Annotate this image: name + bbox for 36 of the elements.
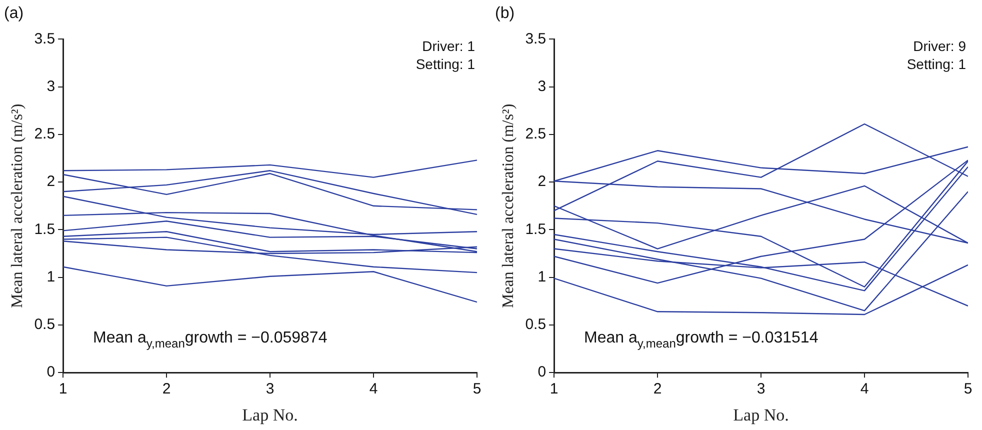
y-tick-label: 1.5	[34, 220, 56, 238]
x-axis-title: Lap No.	[733, 405, 789, 424]
x-tick-label: 5	[472, 380, 482, 398]
y-axis-title: Mean lateral acceleration (m/s²)	[8, 104, 26, 308]
annotation: Driver: 1	[422, 38, 476, 54]
x-tick-label: 4	[860, 380, 869, 398]
y-tick-label: 1	[46, 268, 56, 286]
x-tick-label: 3	[266, 380, 274, 398]
y-tick-label: 2.5	[34, 126, 56, 143]
x-tick-label: 2	[653, 380, 662, 398]
y-tick-label: 3	[538, 78, 546, 95]
y-tick-label: 0	[538, 364, 546, 381]
x-tick-label: 1	[550, 380, 558, 398]
y-tick-label: 1	[538, 268, 546, 286]
chart-title: (a)	[4, 5, 24, 22]
x-tick-label: 4	[369, 380, 378, 398]
y-tick-label: 0	[46, 364, 56, 381]
x-tick-label: 3	[756, 380, 766, 398]
y-tick-label: 3.5	[525, 30, 546, 48]
y-tick-label: 0.5	[525, 316, 546, 334]
x-tick-label: 1	[58, 380, 68, 398]
y-tick-label: 0.5	[34, 316, 56, 334]
y-tick-label: 2	[46, 173, 56, 190]
y-tick-label: 3	[46, 78, 56, 95]
annotation: Setting: 1	[906, 56, 966, 72]
y-tick-label: 2	[538, 173, 546, 190]
chart-title: (b)	[495, 5, 515, 22]
annotation: Setting: 1	[416, 56, 476, 72]
x-axis-title: Lap No.	[242, 405, 298, 424]
x-tick-label: 5	[964, 380, 972, 398]
y-tick-label: 3.5	[34, 30, 56, 48]
annotation: Driver: 9	[913, 38, 966, 54]
y-tick-label: 1.5	[525, 220, 546, 238]
x-tick-label: 2	[162, 380, 171, 398]
y-tick-label: 2.5	[525, 126, 546, 143]
y-axis-title: Mean lateral acceleration (m/s²)	[500, 104, 517, 308]
